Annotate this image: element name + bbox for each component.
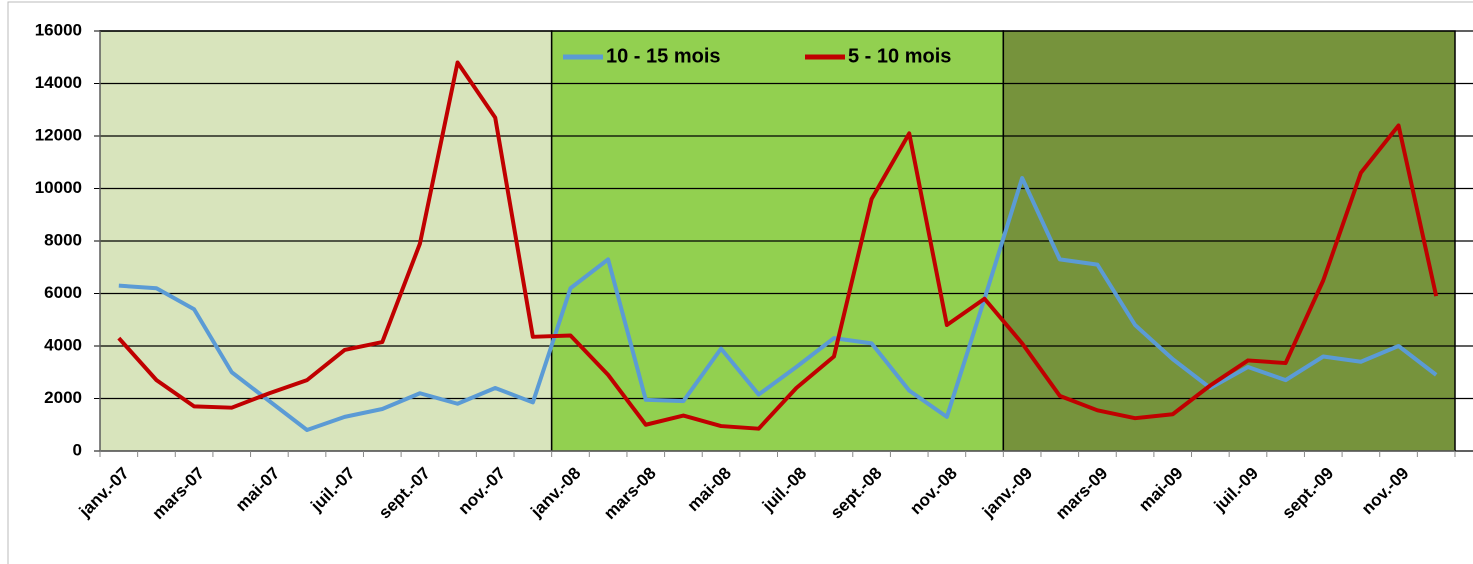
- x-tick-label: juil.-07: [306, 464, 358, 516]
- x-tick-label: nov.-09: [1358, 464, 1413, 519]
- x-tick-label: nov.-08: [906, 464, 961, 519]
- y-tick-label: 4000: [44, 335, 82, 354]
- x-tick-label: sept.-09: [1278, 464, 1337, 523]
- y-tick-label: 0: [73, 440, 82, 459]
- x-tick-label: janv.-08: [526, 464, 584, 522]
- x-tick-label: nov.-07: [455, 464, 510, 519]
- series-line: [117, 60, 1439, 431]
- x-tick-label: janv.-07: [75, 464, 133, 522]
- x-tick-label: janv.-09: [978, 464, 1036, 522]
- x-tick-label: sept.-07: [375, 464, 434, 523]
- y-tick-label: 6000: [44, 283, 82, 302]
- x-tick-label: juil.-09: [1210, 464, 1262, 516]
- y-tick-label: 8000: [44, 230, 82, 249]
- y-tick-label: 12000: [35, 125, 82, 144]
- y-tick-label: 14000: [35, 73, 82, 92]
- x-tick-label: mai-08: [684, 464, 736, 516]
- series-line: [118, 176, 1438, 432]
- x-tick-label: mars-08: [600, 464, 660, 524]
- legend-label: 10 - 15 mois: [606, 45, 721, 67]
- x-tick-label: sept.-08: [827, 464, 886, 523]
- x-tick-label: juil.-08: [758, 464, 810, 516]
- x-tick-label: mai-09: [1135, 464, 1187, 516]
- y-tick-label: 2000: [44, 388, 82, 407]
- x-tick-label: mars-07: [149, 464, 209, 524]
- y-tick-label: 10000: [35, 178, 82, 197]
- x-tick-label: mars-09: [1052, 464, 1112, 524]
- x-tick-label: mai-07: [232, 464, 284, 516]
- chart-frame: [7, 1, 1473, 564]
- y-tick-label: 16000: [35, 20, 82, 39]
- legend-label: 5 - 10 mois: [848, 45, 951, 67]
